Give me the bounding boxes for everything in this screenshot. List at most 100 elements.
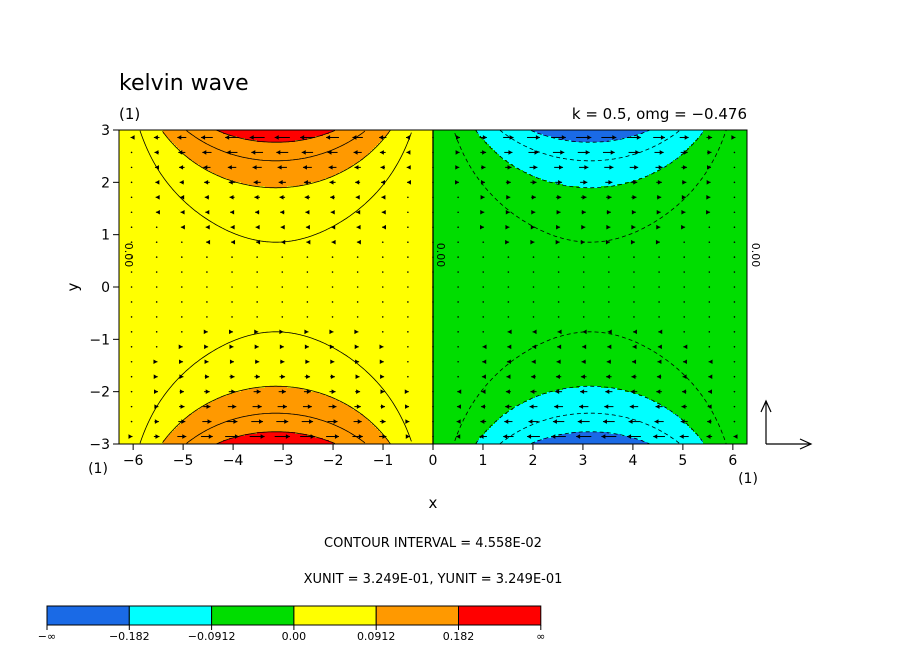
vector-arrow-head (656, 374, 661, 380)
vector-arrow (130, 375, 133, 378)
vector-arrow-head (356, 404, 361, 409)
vector-arrow (181, 286, 183, 288)
vector-arrow (256, 239, 261, 245)
vector-arrow-head (660, 135, 665, 140)
vector-arrow (708, 226, 711, 228)
vector-arrow-head (331, 224, 336, 230)
vector-arrow (480, 165, 486, 170)
colorbar: −∞ −0.182 −0.0912 0.00 0.0912 0.182 ∞ (38, 605, 545, 643)
contour-fill-band (173, 430, 380, 433)
vector-arrow (555, 180, 563, 185)
contour-fill-band (563, 184, 618, 187)
vector-arrow (683, 331, 685, 333)
contour-fill-band (119, 350, 434, 353)
vector-arrow (557, 329, 562, 335)
vector-arrow (227, 165, 237, 170)
vector-arrow-head (576, 434, 581, 439)
vector-arrow (230, 224, 235, 230)
vector-arrow-head (530, 239, 535, 245)
contour-fill-band (433, 138, 484, 141)
contour-fill-band (433, 422, 496, 425)
vector-arrow (607, 329, 612, 335)
vector-arrow-head (180, 404, 185, 409)
vector-arrow (604, 165, 614, 170)
vector-arrow (249, 434, 265, 439)
vector-arrow (682, 359, 687, 365)
contour-fill-band (119, 308, 434, 311)
contour-fill-band (507, 412, 674, 415)
contour-fill-band (307, 138, 384, 141)
zero-contour-labels: 0.00 0.00 0.00 (122, 243, 762, 268)
vector-arrow (656, 209, 661, 215)
contour-line (186, 412, 366, 444)
contour-fill-band (221, 176, 332, 179)
vector-arrow (527, 434, 540, 439)
contour-fill-band (433, 436, 482, 439)
vector-arrow (304, 194, 311, 200)
vector-arrow (455, 165, 460, 170)
vector-arrow-head (683, 150, 688, 155)
vector-arrow-head (233, 419, 238, 424)
contour-fill-band (171, 140, 258, 143)
contour-fill-band (343, 170, 434, 173)
vector-arrow-head (682, 374, 687, 380)
vector-arrow (128, 434, 133, 439)
vector-arrow (229, 194, 235, 200)
contour-fill-band (119, 322, 434, 325)
vector-arrow-head (556, 224, 561, 230)
vector-arrow (581, 224, 586, 230)
zero-contour-label: 0.00 (122, 243, 135, 268)
contour-line (531, 130, 650, 143)
vector-arrow-head (330, 209, 335, 215)
contour-fill-band (601, 186, 747, 189)
contour-fill-band (119, 158, 190, 161)
vector-arrow-head (457, 389, 462, 394)
vector-arrow (531, 209, 536, 215)
contour-fill-band (119, 382, 434, 385)
vector-arrow (130, 241, 133, 243)
contour-fill-band (119, 252, 434, 255)
vector-arrow (532, 256, 535, 258)
vector-arrow (354, 344, 359, 350)
vector-arrow (432, 151, 434, 154)
vector-arrow (130, 301, 133, 303)
contour-fill-band (119, 154, 186, 157)
contour-line (139, 331, 412, 444)
contour-fill-band (119, 168, 206, 171)
vector-arrow (130, 286, 133, 288)
vector-arrow (733, 271, 736, 273)
contour-fill-band (119, 224, 434, 227)
vector-arrow (557, 286, 560, 288)
contour-fill-band (433, 340, 747, 343)
contour-fill-band (331, 176, 434, 179)
vector-arrow-head (654, 419, 659, 424)
vector-arrow (733, 151, 736, 154)
vector-arrow (278, 180, 286, 185)
contour-fill-band (119, 156, 188, 159)
vector-arrow-head (154, 389, 159, 394)
contour-fill-band (119, 192, 434, 195)
contour-fill-band (119, 166, 202, 169)
vector-arrow (153, 135, 160, 140)
contour-fill-band (673, 412, 747, 415)
contour-fill-band (119, 426, 178, 429)
contour-fill-band (681, 154, 747, 157)
contour-fill-band (433, 248, 747, 251)
vector-arrow (528, 150, 539, 155)
vector-arrow (505, 180, 511, 185)
contour-fill-band (119, 162, 196, 165)
vector-arrow (180, 194, 185, 200)
vector-arrow (379, 434, 387, 439)
vector-arrow (407, 360, 409, 363)
contour-fill-band (119, 184, 250, 187)
vector-arrow-head (681, 209, 686, 215)
vector-arrow (331, 301, 334, 303)
vector-arrow-head (557, 329, 562, 335)
vector-arrow (633, 316, 635, 318)
vector-arrow-head (330, 194, 335, 200)
vector-arrow (456, 419, 461, 424)
contour-line (139, 130, 412, 243)
vector-arrow-head (355, 359, 360, 365)
vector-arrow-head (508, 150, 513, 155)
vector-arrow (507, 344, 512, 350)
